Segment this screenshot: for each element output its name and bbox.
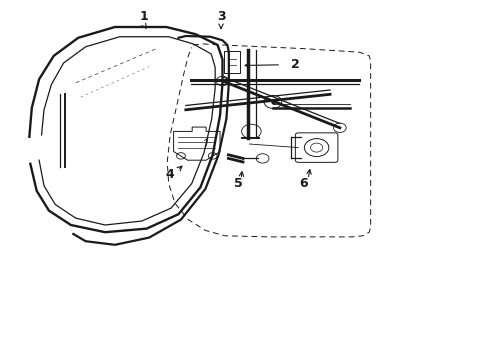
Circle shape [264,95,281,108]
Circle shape [333,123,346,132]
Text: 6: 6 [298,177,307,190]
Text: 2: 2 [291,58,300,71]
Polygon shape [173,127,220,160]
Text: 5: 5 [233,177,242,190]
Text: 3: 3 [216,10,225,23]
FancyBboxPatch shape [224,51,239,73]
Text: 4: 4 [165,168,174,181]
Circle shape [216,76,228,86]
FancyBboxPatch shape [295,133,337,162]
Text: 1: 1 [140,10,148,23]
